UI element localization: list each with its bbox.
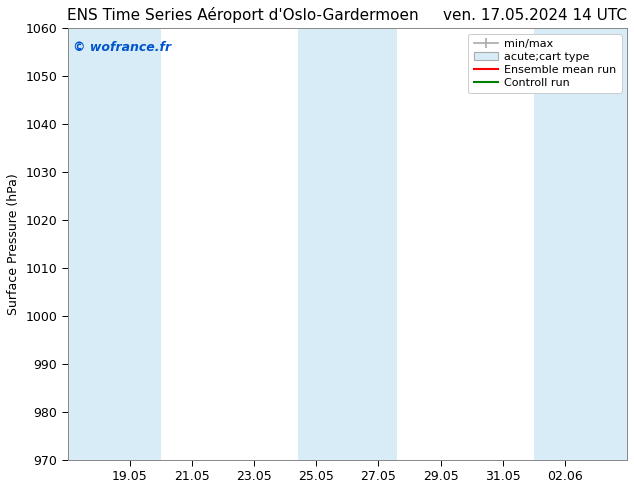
- Bar: [534, 28, 627, 460]
- Title: ENS Time Series Aéroport d'Oslo-Gardermoen     ven. 17.05.2024 14 UTC: ENS Time Series Aéroport d'Oslo-Gardermo…: [67, 7, 628, 23]
- Bar: [298, 28, 397, 460]
- Text: © wofrance.fr: © wofrance.fr: [74, 41, 172, 54]
- Legend: min/max, acute;cart type, Ensemble mean run, Controll run: min/max, acute;cart type, Ensemble mean …: [468, 34, 621, 93]
- Y-axis label: Surface Pressure (hPa): Surface Pressure (hPa): [7, 173, 20, 315]
- Bar: [68, 28, 161, 460]
